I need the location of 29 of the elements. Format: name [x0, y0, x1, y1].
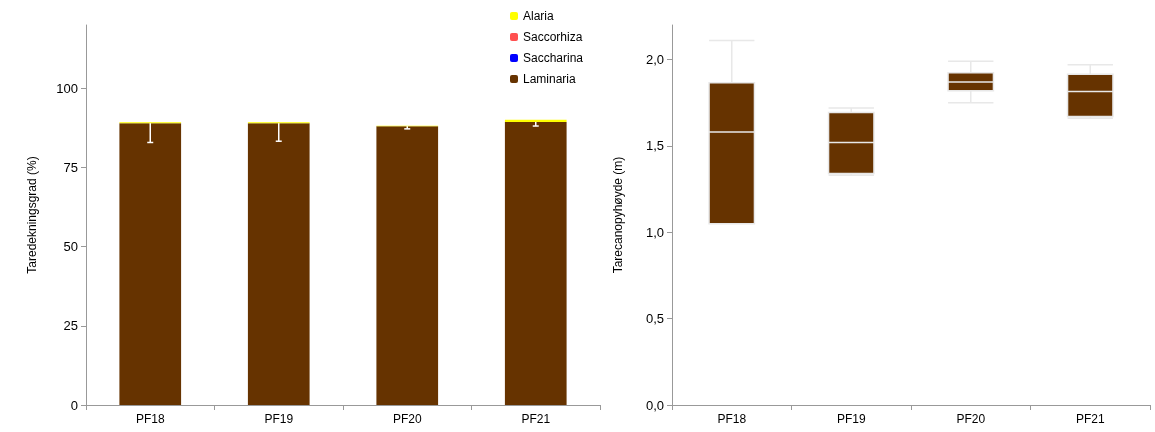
legend-label: Saccorhiza: [523, 30, 583, 44]
y-tick-label: 2,0: [645, 52, 664, 68]
y-axis-title: Tarecanopyhøyde (m): [611, 156, 625, 274]
y-tick-label: 0: [70, 397, 78, 413]
x-tick-label: PF18: [135, 412, 165, 426]
x-tick-label: PF19: [264, 412, 294, 426]
y-tick-label: 50: [63, 239, 78, 255]
y-tick-label: 100: [56, 80, 78, 96]
x-tick-label: PF20: [956, 412, 986, 426]
bar: [504, 121, 567, 405]
x-tick-label: PF21: [521, 412, 551, 426]
y-tick-label: 0,0: [645, 397, 664, 413]
x-tick-label: PF19: [836, 412, 866, 426]
y-tick-label: 1,0: [645, 224, 664, 240]
y-tick-label: 25: [63, 318, 78, 334]
bar: [504, 119, 567, 122]
x-tick-label: PF20: [392, 412, 422, 426]
legend-label: Laminaria: [523, 72, 577, 86]
y-axis-title: Taredekningsgrad (%): [25, 156, 39, 274]
x-tick-label: PF18: [717, 412, 747, 426]
bar: [119, 123, 182, 405]
y-tick-label: 1,5: [645, 138, 664, 154]
legend-label: Saccharina: [523, 51, 584, 65]
bar: [247, 123, 310, 405]
y-tick-label: 75: [63, 160, 78, 175]
y-tick-label: 0,5: [645, 311, 664, 327]
x-tick-label: PF21: [1075, 412, 1105, 426]
legend-label: Alaria: [523, 9, 555, 23]
bar: [376, 126, 439, 405]
